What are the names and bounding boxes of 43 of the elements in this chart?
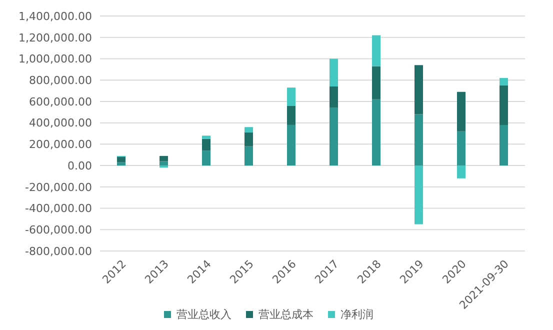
bar — [372, 99, 380, 166]
bar — [287, 106, 296, 125]
y-tick-label: 600,000.00 — [29, 95, 92, 108]
y-tick-label: 1,000,000.00 — [18, 52, 92, 66]
y-tick-label: 1,200,000.00 — [18, 31, 92, 44]
bar — [202, 136, 210, 139]
bar — [244, 132, 253, 146]
bar — [160, 161, 168, 166]
bar — [160, 156, 168, 162]
bar — [330, 86, 338, 108]
bar — [372, 66, 380, 100]
bar — [414, 166, 423, 224]
bar — [414, 114, 423, 166]
bar — [330, 108, 338, 166]
y-tick-label: -200,000.00 — [25, 180, 92, 194]
bar — [372, 35, 380, 66]
y-tick-label: 1,400,000.00 — [18, 10, 92, 23]
bar — [117, 162, 126, 166]
bar — [117, 157, 126, 162]
y-tick-label: 0.00 — [68, 159, 92, 172]
bar — [500, 85, 508, 125]
legend-label: 净利润 — [340, 307, 374, 322]
y-tick-label: -400,000.00 — [25, 202, 92, 216]
bar — [202, 138, 210, 151]
bar — [500, 124, 508, 166]
bar — [414, 65, 423, 114]
legend-label: 营业总成本 — [258, 307, 314, 322]
y-tick-label: 200,000.00 — [29, 138, 92, 152]
bar — [330, 58, 338, 86]
legend-label: 营业总收入 — [176, 307, 232, 322]
bar — [457, 166, 466, 178]
bar — [457, 92, 466, 132]
bar — [457, 131, 466, 166]
y-tick-label: 400,000.00 — [29, 116, 92, 130]
bar — [500, 78, 508, 86]
y-tick-label: -800,000.00 — [25, 244, 92, 258]
y-tick-label: -600,000.00 — [25, 224, 92, 237]
bar — [287, 88, 296, 106]
bar — [244, 127, 253, 132]
bar — [202, 150, 210, 166]
y-tick-label: 800,000.00 — [29, 74, 92, 87]
bar — [244, 146, 253, 166]
bar — [287, 124, 296, 166]
